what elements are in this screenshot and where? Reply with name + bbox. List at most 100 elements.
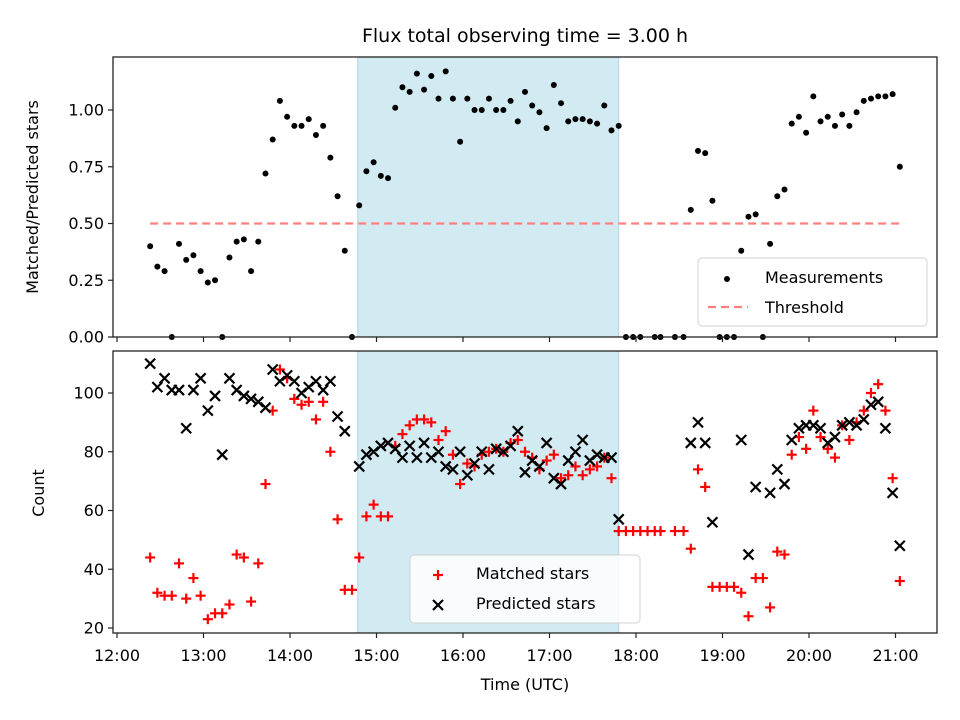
y-tick-label: 20: [84, 619, 104, 638]
measurement-point: [262, 170, 269, 177]
matched-star-point: [289, 393, 300, 404]
measurement-point: [457, 138, 464, 145]
matched-star-point: [152, 587, 163, 598]
x-axis-label: Time (UTC): [480, 675, 569, 694]
predicted-star-point: [692, 416, 704, 429]
predicted-star-point: [605, 451, 618, 464]
y-tick-label: 60: [84, 501, 104, 520]
y-tick-label: 80: [84, 442, 104, 461]
measurement-point: [312, 131, 319, 138]
predicted-star-point: [403, 440, 416, 452]
top-y-axis-label: Matched/Predicted stars: [23, 100, 42, 294]
matched-star-point: [166, 590, 177, 601]
measurement-point: [781, 186, 788, 193]
matched-star-point: [873, 379, 884, 390]
predicted-star-point: [339, 425, 351, 437]
measurement-point: [889, 91, 896, 98]
predicted-star-point: [764, 487, 776, 499]
measurement-point: [471, 107, 478, 113]
matched-star-point: [808, 405, 819, 416]
measurement-point: [565, 118, 572, 125]
matched-star-point: [397, 429, 408, 440]
measurement-point: [687, 206, 694, 213]
bottom-legend: Matched stars Predicted stars: [409, 554, 641, 624]
matched-star-point: [202, 614, 213, 625]
predicted-star-point: [612, 513, 625, 526]
legend-matched-marker: [433, 570, 443, 580]
measurement-point: [478, 107, 485, 113]
measurement-point: [500, 107, 507, 113]
predicted-star-point: [512, 425, 524, 437]
measurement-point: [226, 254, 233, 261]
predicted-star-point: [490, 443, 502, 455]
matched-star-point: [736, 587, 747, 598]
measurement-point: [788, 120, 795, 127]
y-tick-label: 0.00: [68, 328, 104, 347]
predicted-star-point: [771, 463, 784, 476]
predicted-star-point: [793, 422, 805, 435]
measurement-point: [810, 93, 817, 100]
matched-star-point: [743, 611, 754, 622]
predicted-star-point: [886, 487, 899, 499]
predicted-star-point: [894, 539, 906, 552]
measurement-point: [370, 159, 377, 166]
predicted-star-point: [699, 437, 711, 449]
matched-star-point: [822, 443, 833, 454]
matched-star-point: [548, 449, 559, 460]
measurement-point: [212, 277, 219, 284]
matched-star-point: [692, 464, 703, 475]
measurement-point: [896, 163, 903, 170]
y-tick-label: 0.75: [68, 157, 104, 176]
x-tick-label: 17:00: [526, 646, 572, 665]
measurement-point: [795, 113, 802, 120]
matched-star-point: [765, 602, 776, 613]
predicted-star-point: [180, 422, 192, 435]
matched-star-point: [419, 414, 430, 425]
measurement-point: [183, 256, 190, 263]
bottom-axes-frame: [112, 350, 938, 634]
matched-star-point: [729, 581, 740, 592]
predicted-star-point: [735, 434, 748, 446]
matched-star-point: [325, 446, 336, 457]
matched-star-point: [584, 464, 595, 475]
bottom-legend-box: [409, 554, 641, 624]
predicted-star-point: [468, 457, 481, 470]
matched-star-point: [858, 405, 869, 416]
matched-star-point: [195, 590, 206, 601]
x-tick-label: 19:00: [699, 646, 745, 665]
predicted-star-point: [749, 481, 762, 493]
matched-star-point: [772, 546, 783, 557]
matched-star-point: [368, 499, 379, 510]
matched-star-point: [757, 573, 768, 584]
measurement-point: [240, 236, 247, 243]
y-tick-label: 0.50: [68, 214, 104, 233]
measurement-point: [594, 120, 601, 127]
y-tick-label: 0.25: [68, 271, 104, 290]
measurement-point: [694, 147, 701, 154]
measurement-point: [428, 72, 435, 79]
measurement-point: [853, 109, 860, 116]
predicted-star-point: [439, 460, 452, 473]
matched-star-point: [246, 596, 257, 607]
matched-star-point: [700, 482, 711, 492]
matched-star-point: [829, 452, 840, 463]
measurement-point: [377, 172, 384, 179]
matched-star-point: [188, 573, 199, 584]
measurement-point: [860, 97, 867, 104]
measurement-point: [154, 263, 161, 270]
measurement-point: [579, 116, 586, 123]
measurement-point: [464, 95, 471, 102]
predicted-star-point: [591, 448, 603, 461]
measurement-point: [824, 113, 831, 120]
predicted-star-point: [807, 419, 820, 432]
measurement-point: [248, 268, 255, 275]
measurement-point: [341, 247, 348, 254]
x-tick-label: 15:00: [353, 646, 399, 665]
predicted-star-point: [814, 422, 827, 435]
matched-star-point: [779, 549, 790, 560]
predicted-star-point: [519, 466, 531, 479]
measurement-point: [305, 116, 312, 123]
y-tick-label: 1.00: [68, 101, 104, 120]
measurement-point: [558, 100, 565, 107]
measurement-point: [406, 88, 413, 95]
